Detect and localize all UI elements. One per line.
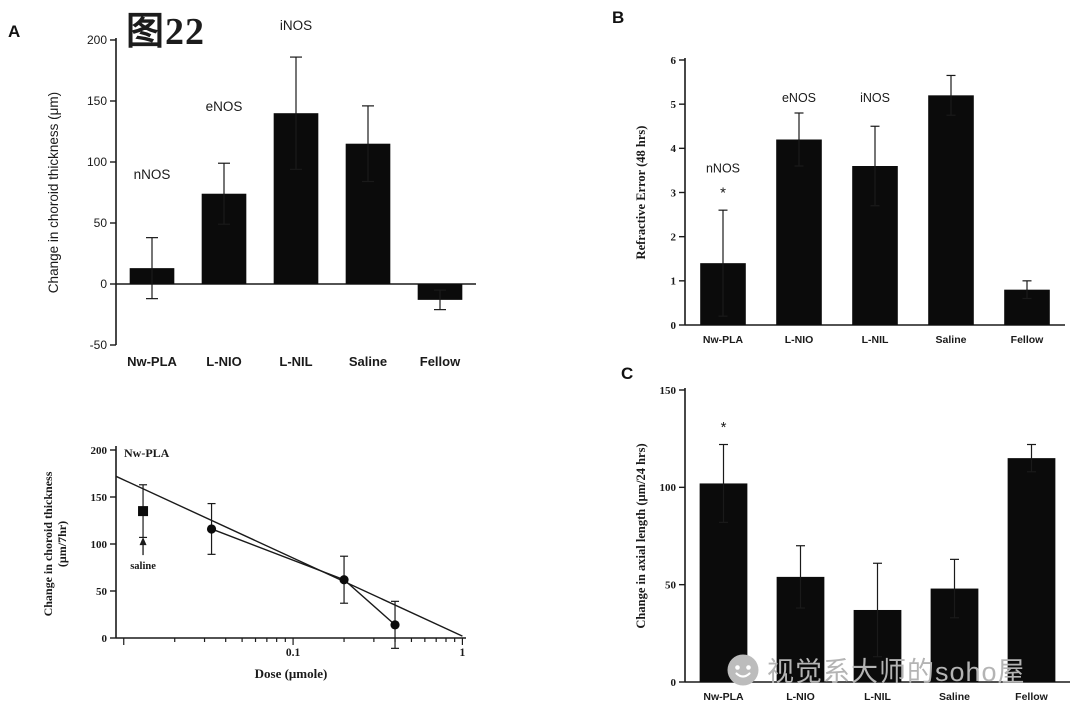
svg-text:Change in axial length (μm/24: Change in axial length (μm/24 hrs): [634, 443, 648, 628]
svg-text:(μm/7hr): (μm/7hr): [55, 521, 69, 567]
svg-text:L-NIO: L-NIO: [785, 334, 814, 346]
svg-text:2: 2: [671, 232, 677, 244]
panel-a-label: A: [8, 22, 21, 41]
svg-text:Change in choroid thickness: Change in choroid thickness: [41, 471, 55, 616]
svg-text:200: 200: [91, 445, 108, 457]
panel-c-bar-chart: 0 50 100 150 Nw-PLA L-NIO L-NIL Saline Fellow * Ch…: [628, 360, 1080, 722]
svg-text:-50: -50: [90, 338, 108, 352]
panel-b-label: B: [612, 8, 625, 27]
svg-text:eNOS: eNOS: [206, 99, 243, 114]
panel-c-label: C: [621, 364, 634, 383]
svg-text:iNOS: iNOS: [280, 18, 312, 33]
svg-text:eNOS: eNOS: [782, 91, 816, 105]
svg-text:150: 150: [91, 492, 108, 504]
svg-text:1: 1: [460, 647, 466, 659]
svg-text:1: 1: [671, 276, 677, 288]
panel-b-bar-chart: 0 1 2 3 4 5 6 Nw-PLA L-NIO L-NIL Saline Fellow nNOS *…: [628, 26, 1080, 378]
svg-text:L-NIL: L-NIL: [864, 691, 891, 703]
svg-text:3: 3: [671, 187, 677, 199]
svg-text:100: 100: [91, 539, 108, 551]
watermark-text: 视觉系大师的soho屋: [767, 657, 1026, 687]
svg-text:Saline: Saline: [939, 691, 970, 703]
svg-text:6: 6: [671, 55, 677, 67]
svg-text:100: 100: [87, 155, 107, 169]
svg-text:0: 0: [671, 677, 677, 689]
svg-text:L-NIO: L-NIO: [786, 691, 815, 703]
svg-text:Refractive Error (48 hrs): Refractive Error (48 hrs): [634, 126, 648, 260]
svg-text:saline: saline: [130, 561, 156, 572]
svg-text:0: 0: [100, 277, 107, 291]
svg-text:L-NIL: L-NIL: [862, 334, 889, 346]
svg-text:Nw-PLA: Nw-PLA: [124, 446, 170, 460]
svg-text:nNOS: nNOS: [706, 162, 740, 176]
svg-text:150: 150: [87, 94, 107, 108]
svg-text:Nw-PLA: Nw-PLA: [127, 354, 177, 369]
panel-a-bar-chart: -50 0 50 100 150 200 Nw-PLA L-NIO L-NIL Saline Fel…: [38, 2, 504, 386]
svg-text:100: 100: [660, 482, 677, 494]
svg-text:*: *: [720, 185, 726, 202]
svg-text:0: 0: [671, 320, 677, 332]
panel-a-dose-response-chart: 0 50 100 150 200 0.1 1 saline Nw-PLA Dose (μmole)…: [36, 424, 512, 722]
svg-text:200: 200: [87, 33, 107, 47]
svg-text:50: 50: [665, 580, 677, 592]
svg-text:Fellow: Fellow: [420, 354, 461, 369]
svg-text:L-NIL: L-NIL: [279, 354, 312, 369]
svg-text:Fellow: Fellow: [1011, 334, 1045, 346]
svg-text:Saline: Saline: [936, 334, 967, 346]
svg-text:Fellow: Fellow: [1015, 691, 1049, 703]
svg-text:0.1: 0.1: [286, 647, 301, 659]
svg-text:L-NIO: L-NIO: [206, 354, 241, 369]
svg-text:iNOS: iNOS: [860, 91, 890, 105]
watermark: 视觉系大师的soho屋: [726, 650, 1026, 689]
svg-text:Change in choroid thickness (μ: Change in choroid thickness (μm): [46, 92, 61, 293]
svg-text:Nw-PLA: Nw-PLA: [703, 334, 744, 346]
figure-title: 图22: [126, 11, 206, 53]
svg-text:Saline: Saline: [349, 354, 387, 369]
svg-text:Nw-PLA: Nw-PLA: [703, 691, 744, 703]
svg-text:4: 4: [671, 143, 677, 155]
svg-text:5: 5: [671, 99, 677, 111]
svg-text:50: 50: [96, 586, 108, 598]
svg-text:50: 50: [94, 216, 108, 230]
svg-text:150: 150: [660, 385, 677, 397]
watermark-face-icon: [727, 654, 759, 685]
svg-text:nNOS: nNOS: [134, 167, 171, 182]
svg-text:Dose (μmole): Dose (μmole): [255, 666, 328, 681]
svg-text:*: *: [721, 419, 727, 436]
svg-text:0: 0: [102, 633, 108, 645]
